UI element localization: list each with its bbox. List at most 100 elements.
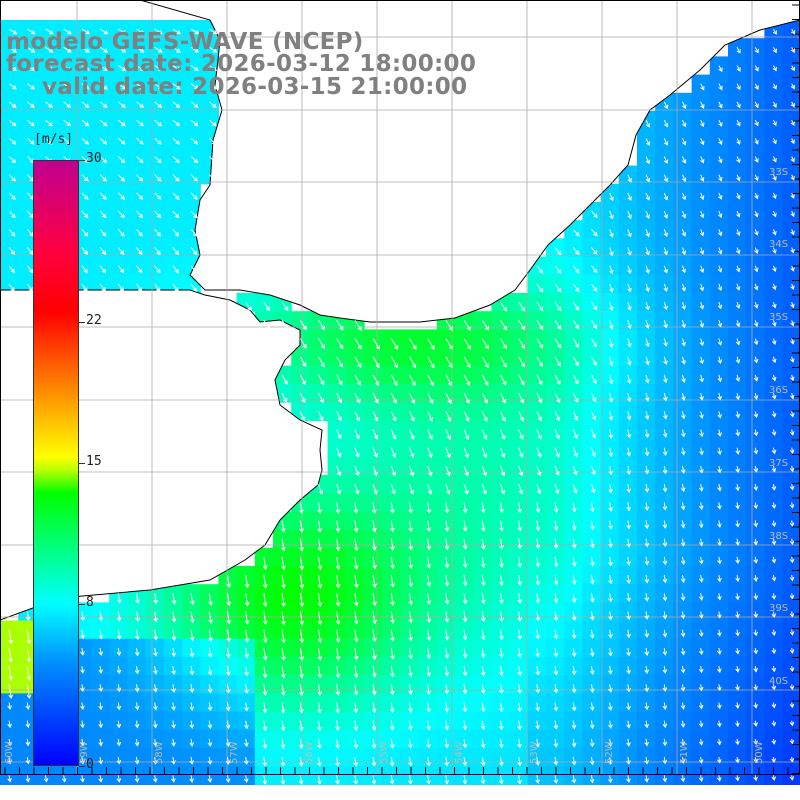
wind-arrow — [81, 192, 89, 200]
wind-arrow — [717, 338, 723, 346]
wind-arrow — [789, 647, 795, 654]
wind-arrow — [663, 301, 668, 311]
colorbar-tick-mark — [79, 463, 85, 464]
wind-arrow — [771, 575, 777, 582]
wind-arrow — [609, 320, 614, 330]
wind-arrow — [681, 447, 686, 456]
wind-arrow — [790, 101, 795, 108]
wind-arrow — [117, 192, 125, 200]
wind-arrow — [572, 465, 578, 476]
wind-arrow — [662, 447, 668, 457]
wind-arrow — [480, 775, 486, 785]
wind-arrow — [390, 465, 396, 477]
wind-arrow — [445, 447, 451, 459]
wind-arrow — [499, 738, 504, 749]
wind-arrow — [153, 684, 158, 693]
wind-arrow — [444, 629, 450, 641]
wind-arrow — [608, 465, 613, 476]
wind-arrow — [209, 65, 218, 72]
wind-arrow — [444, 575, 450, 587]
wind-arrow — [281, 392, 288, 403]
wind-arrow — [790, 338, 795, 345]
wind-arrow — [735, 283, 741, 291]
wind-arrow — [717, 320, 723, 328]
wind-arrow — [481, 611, 486, 623]
wind-arrow — [571, 666, 577, 676]
wind-arrow — [116, 647, 122, 657]
wind-arrow — [444, 720, 450, 731]
wind-arrow — [663, 392, 668, 402]
wind-arrow — [8, 83, 17, 90]
wind-arrow — [444, 611, 450, 623]
wind-arrow — [118, 46, 127, 53]
wind-arrow — [680, 520, 686, 529]
wind-arrow — [608, 356, 614, 367]
wind-arrow — [500, 320, 508, 331]
wind-arrow — [644, 392, 650, 402]
wind-arrow — [718, 101, 723, 109]
wind-arrow — [718, 174, 723, 182]
wind-arrow — [444, 647, 450, 659]
wind-arrow — [81, 137, 90, 145]
lon-label: 51W — [679, 741, 690, 764]
wind-arrow — [372, 356, 380, 369]
wind-arrow — [262, 702, 268, 714]
wind-arrow — [518, 411, 524, 422]
wind-arrow — [408, 720, 413, 731]
wind-arrow — [353, 629, 359, 643]
wind-arrow — [390, 593, 395, 606]
wind-arrow — [7, 738, 12, 747]
wind-arrow — [426, 702, 431, 713]
wind-arrow — [699, 301, 705, 310]
wind-arrow — [318, 338, 325, 350]
wind-arrow — [354, 356, 362, 368]
wind-arrow — [789, 484, 795, 491]
wind-arrow — [626, 775, 631, 783]
wind-arrow — [645, 229, 650, 238]
wind-arrow — [390, 629, 395, 642]
wind-arrow — [681, 356, 686, 365]
wind-arrow — [116, 720, 122, 729]
wind-arrow — [571, 538, 577, 549]
wind-arrow — [645, 192, 650, 201]
wind-arrow — [427, 447, 433, 459]
wind-arrow — [698, 757, 704, 764]
wind-arrow — [263, 301, 270, 312]
wind-arrow — [626, 629, 631, 639]
wind-arrow — [591, 228, 598, 237]
wind-arrow — [772, 247, 777, 254]
wind-arrow — [99, 174, 107, 182]
wind-arrow — [790, 83, 795, 90]
wind-arrow — [408, 775, 413, 785]
wind-arrow — [390, 575, 395, 588]
wind-arrow — [372, 611, 377, 625]
wind-arrow — [371, 684, 377, 696]
wind-arrow — [681, 265, 687, 274]
wind-arrow — [135, 611, 140, 623]
wind-arrow — [735, 411, 741, 419]
wind-arrow — [718, 119, 723, 127]
wind-arrow — [426, 538, 432, 551]
wind-arrow — [226, 666, 231, 677]
wind-arrow — [98, 720, 103, 729]
wind-arrow — [409, 465, 415, 477]
wind-arrow — [136, 228, 143, 237]
wind-arrow — [481, 356, 489, 368]
wind-arrow — [480, 757, 486, 767]
wind-arrow — [190, 265, 197, 274]
wind-arrow — [99, 83, 108, 90]
wind-arrow — [154, 119, 163, 127]
wind-arrow — [353, 757, 359, 767]
wind-arrow — [535, 538, 541, 550]
wind-arrow — [190, 119, 199, 127]
wind-arrow — [26, 83, 35, 90]
wind-arrow — [499, 502, 504, 514]
wind-arrow — [700, 174, 705, 182]
wind-arrow — [26, 647, 32, 663]
wind-arrow — [645, 338, 650, 348]
wind-arrow — [481, 520, 486, 532]
wind-arrow — [681, 210, 687, 219]
wind-arrow — [753, 484, 759, 491]
wind-arrow — [663, 119, 669, 128]
wind-arrow — [299, 502, 304, 515]
